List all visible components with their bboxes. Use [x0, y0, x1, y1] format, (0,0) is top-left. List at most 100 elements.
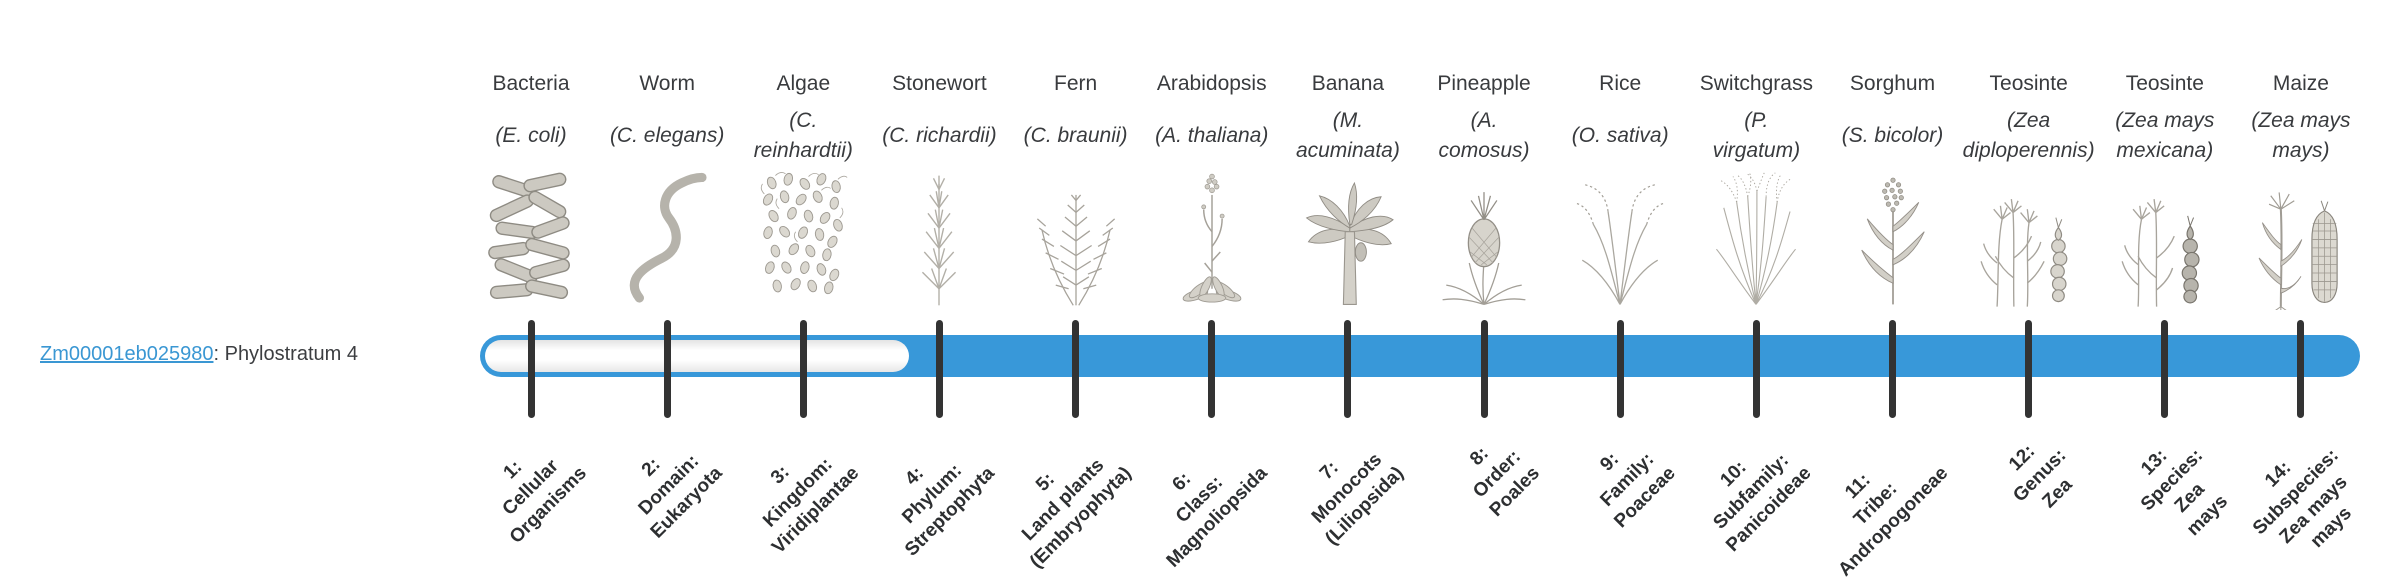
phylostratum-tick-4 — [935, 320, 943, 418]
organism-binomial-line: (Zea — [2007, 109, 2051, 132]
organism-binomial-line: acuminata) — [1295, 139, 1400, 162]
phylostratum-label-text: 13: Species: Zea mays — [2118, 426, 2244, 552]
pineapple-icon — [1442, 192, 1526, 306]
organism-binomial-line: (A. thaliana) — [1155, 124, 1269, 147]
phylostratum-tick-9 — [1616, 320, 1624, 418]
organism-binomial-line: virgatum) — [1712, 139, 1801, 162]
organism-binomial: (A. thaliana) — [1137, 104, 1287, 168]
organism-binomial: (C. braunii) — [1001, 104, 1151, 168]
phylostratum-label-text: 11: Tribe: Andropogoneae — [1797, 426, 1953, 582]
phylostratum-label-text: 6: Class: Magnoliopsida — [1126, 426, 1273, 573]
organism-name: Maize — [2272, 72, 2329, 95]
organism-name: Pineapple — [1437, 72, 1531, 95]
gene-label: Zm00001eb025980: Phylostratum 4 — [40, 343, 358, 366]
organism-column-6: Arabidopsis (A. thaliana) — [1137, 70, 1287, 168]
phylostratum-label-text: 9: Family: Poaceae — [1574, 426, 1682, 534]
organism-binomial-line: diploperennis) — [1962, 139, 2095, 162]
phylostratum-tick-14 — [2297, 320, 2305, 418]
arabidopsis-icon — [1182, 173, 1242, 303]
teosinte-mexicana-icon — [2121, 199, 2200, 307]
organism-binomial: (O. sativa) — [1545, 104, 1695, 168]
phylostratum-label-text: 5: Land plants (Embryophyta) — [989, 426, 1137, 574]
organism-binomial-line: (M. — [1332, 109, 1364, 132]
organism-column-2: Worm (C. elegans) — [592, 70, 742, 168]
organism-binomial-line: mays) — [2272, 139, 2330, 162]
organism-binomial-line: mexicana) — [2116, 139, 2214, 162]
switchgrass-icon — [1716, 172, 1797, 305]
organism-name: Worm — [639, 72, 695, 95]
phylostratum-tick-11 — [1889, 320, 1896, 418]
phylostratum-tick-12 — [2025, 320, 2033, 418]
organism-binomial: (C. reinhardtii) — [728, 104, 878, 168]
organism-name: Algae — [776, 72, 831, 95]
organism-column-14: Maize (Zea mays mays) — [2226, 70, 2376, 168]
organism-name: Switchgrass — [1699, 72, 1813, 95]
sorghum-icon — [1860, 177, 1925, 305]
organism-column-12: Teosinte (Zea diploperennis) — [1954, 70, 2104, 168]
phylostratum-label-text: 14: Subspecies: Zea mays mays — [2230, 426, 2380, 576]
phylostratum-tick-8 — [1480, 320, 1488, 418]
organism-column-13: Teosinte (Zea mays mexicana) — [2090, 70, 2240, 168]
organism-binomial-line: (E. coli) — [495, 124, 567, 147]
organism-binomial-line: (O. sativa) — [1571, 124, 1669, 147]
phylostratum-tick-2 — [663, 320, 671, 418]
phylostratum-label-text: 4: Phylum: Streptophyta — [865, 426, 1001, 562]
organism-binomial: (Zea mays mexicana) — [2090, 104, 2240, 168]
teosinte-diploperennis-icon — [1980, 199, 2068, 307]
timeline-unfilled-segment — [485, 340, 909, 372]
organism-binomial-line: (Zea mays — [2251, 109, 2351, 132]
organism-binomial: (Zea diploperennis) — [1954, 104, 2104, 168]
organism-binomial: (P. virgatum) — [1681, 104, 1831, 168]
phylostratum-label-text: 1: Cellular Organisms — [469, 426, 592, 549]
organism-binomial-line: (A. — [1470, 109, 1498, 132]
organism-name: Fern — [1054, 72, 1098, 95]
phylostratum-tick-7 — [1344, 320, 1352, 418]
phylostratum-tick-6 — [1208, 320, 1216, 418]
phylostratum-label-text: 2: Domain: Eukaryota — [610, 426, 728, 544]
organism-column-10: Switchgrass (P. virgatum) — [1681, 70, 1831, 168]
organism-binomial-line: (C. elegans) — [609, 124, 725, 147]
stonewort-icon — [922, 175, 957, 306]
organism-column-7: Banana (M. acuminata) — [1273, 70, 1423, 168]
organism-name: Stonewort — [892, 72, 987, 95]
organism-name: Teosinte — [1989, 72, 2068, 95]
organism-binomial: (E. coli) — [456, 104, 606, 168]
organism-column-3: Algae (C. reinhardtii) — [728, 70, 878, 168]
organism-name: Banana — [1311, 72, 1385, 95]
organism-name: Bacteria — [492, 72, 570, 95]
organism-binomial: (C. richardii) — [864, 104, 1014, 168]
rice-icon — [1575, 184, 1665, 305]
phylostratum-label-text: 10: Subfamily: Panicoideae — [1686, 426, 1817, 557]
organism-binomial-line: (C. braunii) — [1023, 124, 1128, 147]
organism-binomial-line: (Zea mays — [2115, 109, 2215, 132]
organism-column-5: Fern (C. braunii) — [1001, 70, 1151, 168]
organism-binomial-line: comosus) — [1438, 139, 1530, 162]
gene-phylostratum-text: : Phylostratum 4 — [213, 343, 358, 365]
algae-icon — [761, 172, 848, 295]
fern-icon — [1036, 194, 1115, 306]
organism-binomial: (A. comosus) — [1409, 104, 1559, 168]
phylostratum-tick-13 — [2161, 320, 2169, 418]
bacteria-icon — [488, 172, 570, 300]
organism-binomial-line: (C. richardii) — [882, 124, 997, 147]
organism-column-8: Pineapple (A. comosus) — [1409, 70, 1559, 168]
worm-icon — [629, 172, 707, 303]
organism-name: Sorghum — [1849, 72, 1936, 95]
phylostratum-label-text: 3: Kingdom: Viridiplantae — [731, 426, 864, 559]
phylostratum-tick-1 — [527, 320, 535, 418]
phylostratum-tick-3 — [799, 320, 807, 418]
gene-id-link[interactable]: Zm00001eb025980 — [40, 343, 214, 365]
organism-binomial: (M. acuminata) — [1273, 104, 1423, 168]
organism-binomial-line: (C. — [789, 109, 818, 132]
organism-binomial: (Zea mays mays) — [2226, 104, 2376, 168]
organism-name: Rice — [1599, 72, 1642, 95]
phylostratum-label-text: 12: Genus: Zea — [1990, 426, 2089, 525]
maize-icon — [2258, 192, 2338, 310]
phylostratum-tick-10 — [1752, 320, 1760, 418]
phylostratum-label-text: 7: Monocots (Liliopsida) — [1284, 426, 1409, 551]
organism-column-11: Sorghum (S. bicolor) — [1818, 70, 1968, 168]
organism-binomial-line: (S. bicolor) — [1841, 124, 1944, 147]
organism-column-1: Bacteria (E. coli) — [456, 70, 606, 168]
organism-binomial: (C. elegans) — [592, 104, 742, 168]
